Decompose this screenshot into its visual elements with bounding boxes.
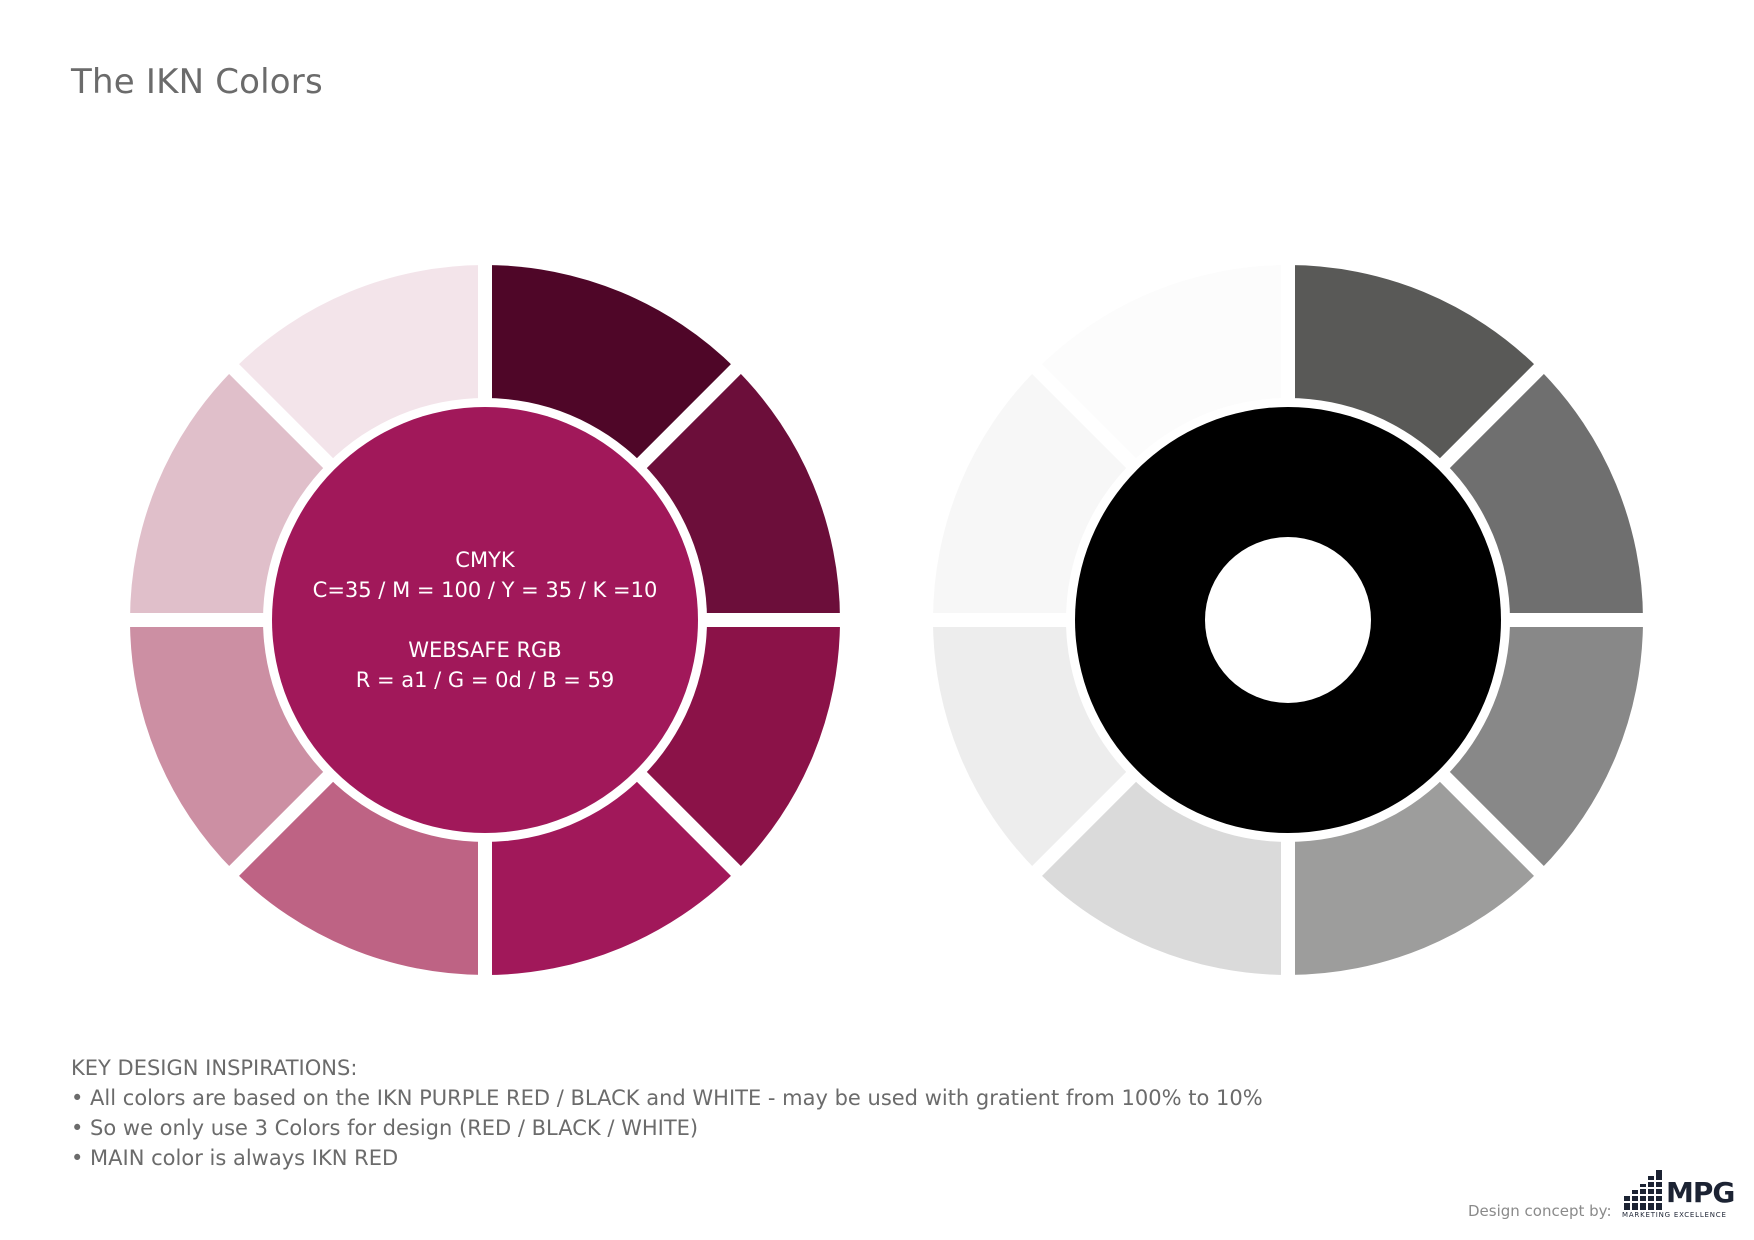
mpg-logo-icon: [1624, 1170, 1662, 1210]
greyscale-wheel: [927, 259, 1649, 981]
logo-subtitle: MARKETING EXCELLENCE: [1622, 1211, 1727, 1219]
greyscale-wheel-center-hole: [1205, 537, 1371, 703]
logo-text: MPG: [1666, 1176, 1735, 1209]
design-credit-label: Design concept by:: [1468, 1202, 1612, 1220]
note-item: • All colors are based on the IKN PURPLE…: [71, 1086, 1263, 1110]
notes-heading: KEY DESIGN INSPIRATIONS:: [71, 1056, 358, 1080]
design-notes: KEY DESIGN INSPIRATIONS: • All colors ar…: [71, 1053, 1263, 1173]
greyscale-wheel-graphic: [927, 259, 1649, 981]
page-title: The IKN Colors: [71, 62, 323, 102]
colour-wheel-center-disc: [272, 407, 698, 833]
ikn-colour-wheel: CMYK C=35 / M = 100 / Y = 35 / K =10 WEB…: [124, 259, 846, 981]
colour-wheel-graphic: [124, 259, 846, 981]
note-item: • MAIN color is always IKN RED: [71, 1146, 399, 1170]
note-item: • So we only use 3 Colors for design (RE…: [71, 1116, 699, 1140]
